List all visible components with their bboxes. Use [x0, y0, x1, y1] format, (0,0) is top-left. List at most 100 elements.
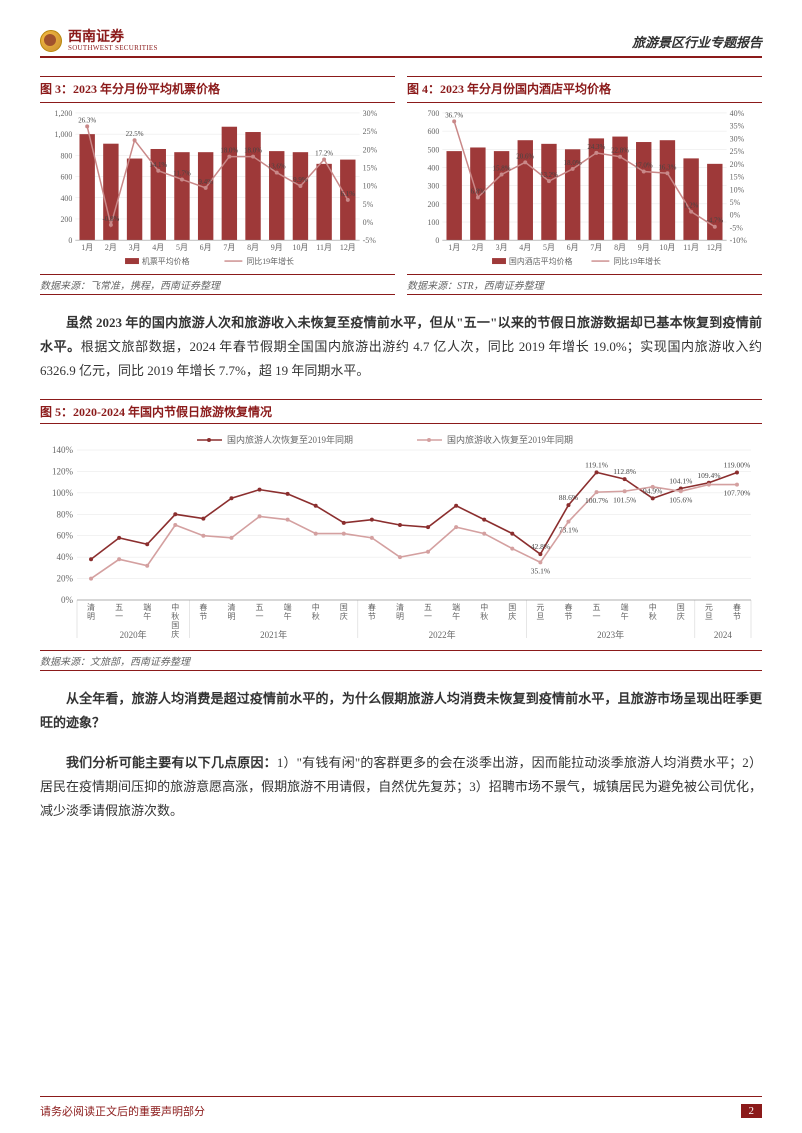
svg-text:1月: 1月 — [81, 243, 93, 252]
svg-text:午: 午 — [143, 611, 151, 621]
svg-text:端: 端 — [284, 602, 292, 612]
svg-text:-10%: -10% — [730, 236, 748, 245]
chart-5-source: 数据来源：文旅部，西南证券整理 — [40, 650, 762, 671]
footer-text: 请务必阅读正文后的重要声明部分 — [40, 1103, 205, 1119]
svg-text:0%: 0% — [61, 595, 74, 605]
svg-text:36.7%: 36.7% — [445, 111, 463, 119]
svg-text:秋: 秋 — [312, 611, 320, 621]
svg-text:300: 300 — [427, 182, 439, 191]
chart-4: 图 4：2023 年分月份国内酒店平均价格 010020030040050060… — [407, 76, 762, 295]
svg-text:春: 春 — [368, 602, 376, 612]
svg-text:国: 国 — [171, 621, 179, 630]
chart-4-canvas: 0100200300400500600700-10%-5%0%5%10%15%2… — [407, 102, 762, 272]
svg-text:400: 400 — [427, 163, 439, 172]
svg-text:端: 端 — [452, 602, 460, 612]
svg-text:100%: 100% — [52, 488, 74, 498]
svg-text:22.5%: 22.5% — [126, 130, 144, 138]
svg-text:60%: 60% — [57, 531, 74, 541]
svg-text:2022年: 2022年 — [429, 629, 456, 640]
svg-text:1,200: 1,200 — [54, 109, 72, 118]
svg-text:庆: 庆 — [677, 611, 685, 621]
chart-5-canvas: 0%20%40%60%80%100%120%140%42.8%88.6%119.… — [40, 428, 762, 648]
svg-text:五: 五 — [256, 603, 264, 612]
charts-row-top: 图 3：2023 年分月份平均机票价格 02004006008001,0001,… — [40, 76, 762, 295]
svg-text:五: 五 — [115, 603, 123, 612]
svg-text:一: 一 — [593, 612, 601, 621]
svg-text:庆: 庆 — [508, 611, 516, 621]
svg-text:明: 明 — [396, 612, 404, 621]
svg-text:107.70%: 107.70% — [724, 489, 751, 498]
svg-text:1,000: 1,000 — [54, 130, 72, 139]
svg-text:9月: 9月 — [638, 243, 650, 252]
page-footer: 请务必阅读正文后的重要声明部分 2 — [40, 1096, 762, 1119]
svg-text:10月: 10月 — [292, 243, 308, 252]
svg-text:15.8%: 15.8% — [493, 165, 511, 173]
page-header: 西南证券 SOUTHWEST SECURITIES 旅游景区行业专题报告 — [40, 30, 762, 58]
paragraph-3: 我们分析可能主要有以下几点原因：1）"有钱有闲"的客群更多的会在淡季出游，因而能… — [40, 751, 762, 823]
svg-text:11月: 11月 — [316, 243, 332, 252]
svg-text:94.9%: 94.9% — [643, 486, 662, 495]
svg-text:2月: 2月 — [472, 243, 484, 252]
svg-text:14.1%: 14.1% — [149, 161, 167, 169]
svg-text:200: 200 — [60, 215, 72, 224]
svg-text:42.8%: 42.8% — [531, 542, 550, 551]
svg-text:7月: 7月 — [590, 243, 602, 252]
svg-text:35.1%: 35.1% — [531, 567, 550, 576]
svg-text:9.4%: 9.4% — [198, 178, 213, 186]
svg-text:200: 200 — [427, 200, 439, 209]
svg-text:中: 中 — [649, 602, 657, 612]
svg-text:5月: 5月 — [543, 243, 555, 252]
chart-5-title: 图 5：2020-2024 年国内节假日旅游恢复情况 — [40, 399, 762, 424]
svg-text:元: 元 — [705, 603, 713, 612]
svg-text:国内旅游收入恢复至2019年同期: 国内旅游收入恢复至2019年同期 — [447, 434, 573, 445]
svg-text:明: 明 — [87, 612, 95, 621]
svg-text:9月: 9月 — [271, 243, 283, 252]
svg-text:119.00%: 119.00% — [724, 461, 751, 470]
svg-text:2023年: 2023年 — [597, 629, 624, 640]
svg-text:105.6%: 105.6% — [669, 495, 692, 504]
svg-text:16.3%: 16.3% — [658, 163, 676, 171]
svg-text:明: 明 — [227, 612, 235, 621]
svg-text:30%: 30% — [363, 109, 378, 118]
svg-text:30%: 30% — [730, 134, 745, 143]
svg-text:清: 清 — [227, 602, 235, 612]
page-number: 2 — [741, 1104, 763, 1118]
para2-text: 从全年看，旅游人均消费是超过疫情前水平的，为什么假期旅游人均消费未恢复到疫情前水… — [40, 691, 762, 730]
svg-text:800: 800 — [60, 151, 72, 160]
svg-text:同比19年增长: 同比19年增长 — [613, 256, 661, 266]
svg-text:11月: 11月 — [683, 243, 699, 252]
svg-text:18.0%: 18.0% — [564, 159, 582, 167]
svg-text:7月: 7月 — [223, 243, 235, 252]
logo-text-cn: 西南证券 — [68, 31, 158, 45]
chart-3-canvas: 02004006008001,0001,200-5%0%5%10%15%20%2… — [40, 102, 395, 272]
svg-text:-4.7%: -4.7% — [706, 217, 723, 225]
svg-text:15%: 15% — [730, 173, 745, 182]
chart-3-source: 数据来源：飞常准，携程，西南证券整理 — [40, 274, 395, 295]
svg-text:一: 一 — [115, 612, 123, 621]
svg-text:1.2%: 1.2% — [684, 202, 699, 210]
svg-text:2021年: 2021年 — [260, 629, 287, 640]
svg-text:秋: 秋 — [480, 611, 488, 621]
logo-icon — [40, 30, 62, 52]
svg-text:13.2%: 13.2% — [540, 171, 558, 179]
svg-text:2020年: 2020年 — [120, 629, 147, 640]
svg-text:25%: 25% — [730, 147, 745, 156]
svg-text:秋: 秋 — [649, 611, 657, 621]
svg-text:国: 国 — [340, 603, 348, 612]
svg-text:4月: 4月 — [519, 243, 531, 252]
svg-text:88.6%: 88.6% — [559, 493, 578, 502]
svg-text:24.3%: 24.3% — [587, 143, 605, 151]
svg-text:国内旅游人次恢复至2019年同期: 国内旅游人次恢复至2019年同期 — [227, 434, 353, 445]
svg-text:0%: 0% — [730, 211, 741, 220]
chart-5: 图 5：2020-2024 年国内节假日旅游恢复情况 0%20%40%60%80… — [40, 399, 762, 671]
svg-text:20%: 20% — [57, 574, 74, 584]
svg-text:5%: 5% — [363, 200, 374, 209]
svg-text:10月: 10月 — [659, 243, 675, 252]
svg-text:12月: 12月 — [340, 243, 356, 252]
para3-bold: 我们分析可能主要有以下几点原因： — [66, 755, 277, 770]
svg-text:中: 中 — [312, 602, 320, 612]
svg-text:3月: 3月 — [496, 243, 508, 252]
svg-text:0%: 0% — [363, 218, 374, 227]
svg-text:机票平均价格: 机票平均价格 — [142, 256, 190, 266]
svg-text:104.1%: 104.1% — [669, 477, 692, 486]
